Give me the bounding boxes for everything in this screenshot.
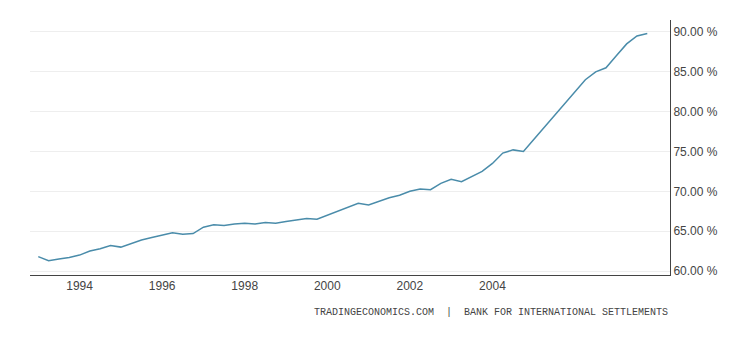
svg-text:80.00 %: 80.00 % xyxy=(673,105,717,119)
svg-text:75.00 %: 75.00 % xyxy=(673,145,717,159)
svg-text:2000: 2000 xyxy=(314,279,341,293)
svg-text:85.00 %: 85.00 % xyxy=(673,65,717,79)
svg-text:60.00 %: 60.00 % xyxy=(673,264,717,278)
svg-text:70.00 %: 70.00 % xyxy=(673,185,717,199)
svg-text:65.00 %: 65.00 % xyxy=(673,224,717,238)
svg-text:90.00 %: 90.00 % xyxy=(673,25,717,39)
svg-text:1996: 1996 xyxy=(149,279,176,293)
svg-text:2002: 2002 xyxy=(397,279,424,293)
svg-text:TRADINGECONOMICS.COM | BANK: TRADINGECONOMICS.COM | BANK FOR INTERNAT… xyxy=(314,307,668,318)
svg-text:1994: 1994 xyxy=(66,279,93,293)
svg-text:2004: 2004 xyxy=(479,279,506,293)
svg-text:1998: 1998 xyxy=(231,279,258,293)
